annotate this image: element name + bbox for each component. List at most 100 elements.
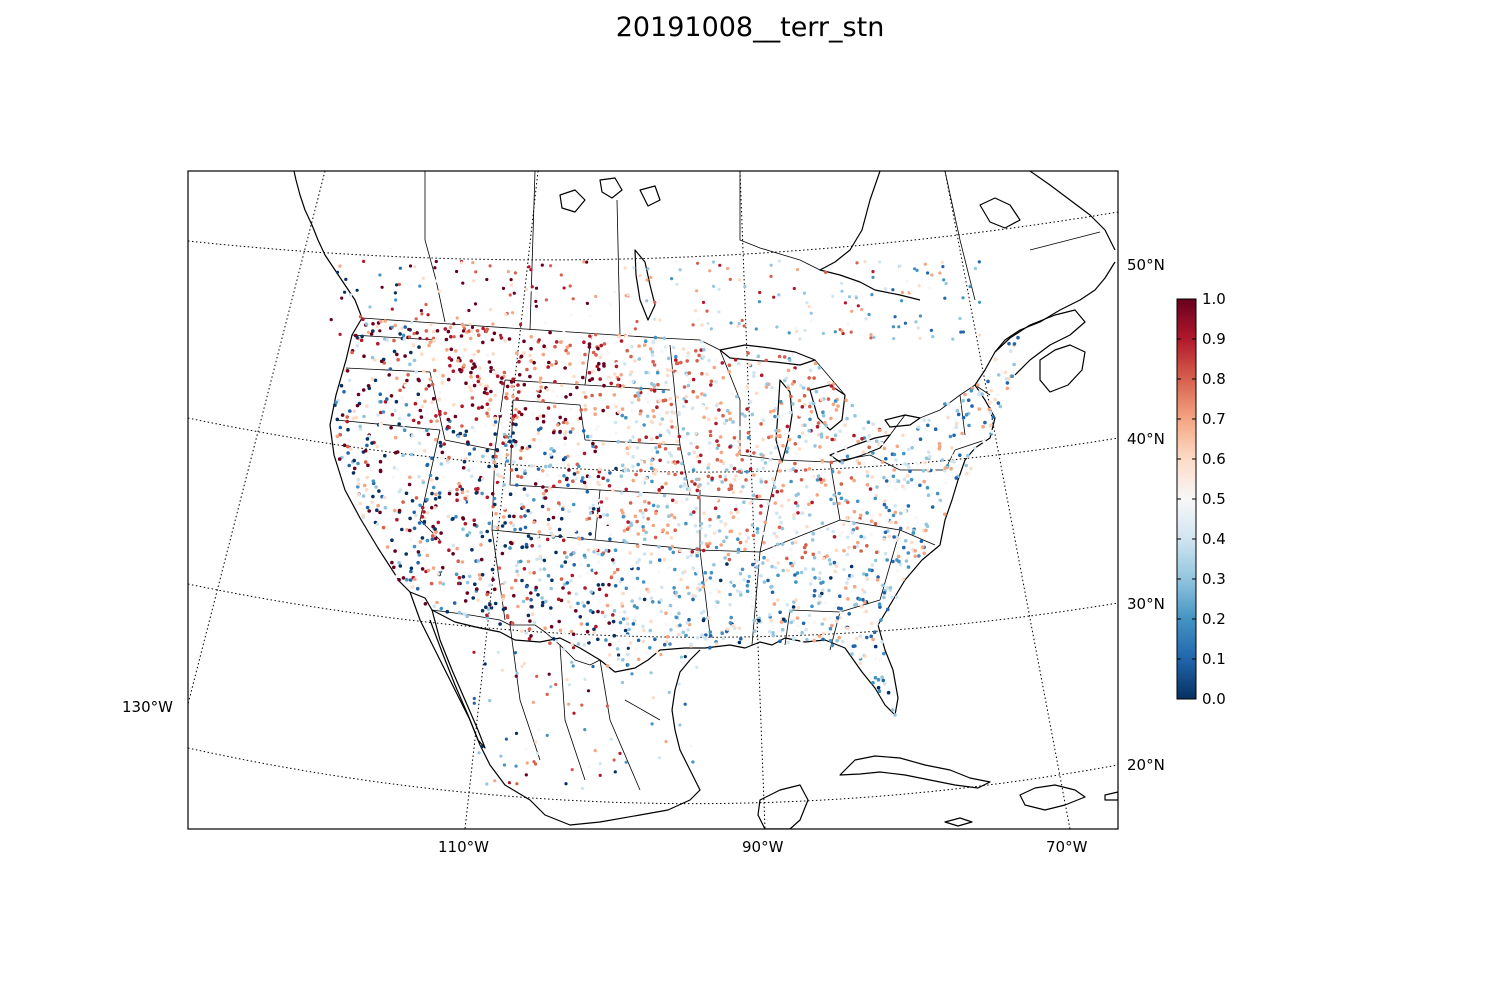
station-point [871,275,875,279]
station-point [746,536,751,540]
station-point [362,354,366,359]
station-point [872,335,876,339]
station-point [682,385,687,389]
station-point [559,340,563,345]
station-point [430,456,434,461]
station-point [780,526,785,531]
station-point [402,428,407,433]
station-point [512,291,516,295]
station-point [572,374,576,379]
station-point [583,403,587,408]
station-point [514,422,518,427]
station-point [342,443,347,448]
station-point [579,408,583,412]
station-point [892,468,896,472]
station-point [677,682,681,686]
station-point [620,407,625,411]
station-point [813,588,817,593]
station-point [865,436,870,441]
station-point [661,398,666,403]
station-point [778,460,783,464]
station-point [670,277,674,281]
station-point [774,511,779,516]
station-point [701,609,706,614]
station-point [612,633,617,638]
station-point [570,642,574,646]
station-point [1012,342,1017,346]
station-point [872,630,877,634]
station-point [691,389,695,394]
station-point [729,321,733,325]
station-point [559,490,564,495]
station-point [966,453,970,458]
station-point [867,312,871,317]
station-point [740,271,744,275]
station-point [635,560,639,565]
station-point [679,471,684,475]
station-point [632,604,637,608]
station-point [902,477,907,482]
station-point [418,503,422,508]
station-point [639,460,644,465]
station-point [644,370,648,375]
station-point [528,353,532,358]
station-point [462,363,466,368]
station-point [825,527,830,531]
station-point [495,526,500,530]
station-point [946,415,950,420]
station-point [660,485,664,490]
station-point [943,402,947,406]
station-point [847,545,851,550]
station-point [668,451,672,456]
station-point [573,548,578,552]
station-point [379,319,383,324]
station-point [538,567,543,572]
station-point [437,495,442,500]
station-point [557,479,562,484]
station-point [641,515,646,520]
station-point [375,522,380,526]
station-point [538,438,543,443]
station-point [772,546,777,550]
station-point [806,387,811,391]
station-point [821,426,826,430]
station-point [840,530,845,534]
station-point [469,388,473,393]
station-point [519,412,524,417]
station-point [871,637,875,642]
station-point [706,544,710,549]
station-point [807,412,812,417]
station-point [730,392,735,396]
station-point [484,329,489,334]
station-point [687,617,691,622]
station-point [543,496,548,500]
station-point [764,480,768,484]
station-point [795,571,800,575]
station-point [852,280,856,284]
station-point [432,604,437,608]
station-point [722,539,726,544]
station-point [958,316,962,321]
station-point [465,580,470,585]
station-point [770,564,774,569]
station-point [530,612,535,616]
station-point [470,425,475,430]
station-point [905,474,910,478]
station-point [370,377,375,381]
station-point [519,515,523,519]
station-point [799,570,804,575]
station-point [895,595,899,599]
station-point [669,419,674,424]
station-point [575,490,579,495]
station-point [819,581,823,585]
station-point [407,327,411,331]
station-point [940,260,944,264]
station-point [883,430,888,435]
station-point [846,500,850,505]
station-point [804,543,808,547]
station-point [693,441,698,446]
station-point [559,598,564,603]
station-point [774,428,778,433]
station-point [817,489,821,494]
station-point [536,751,540,756]
